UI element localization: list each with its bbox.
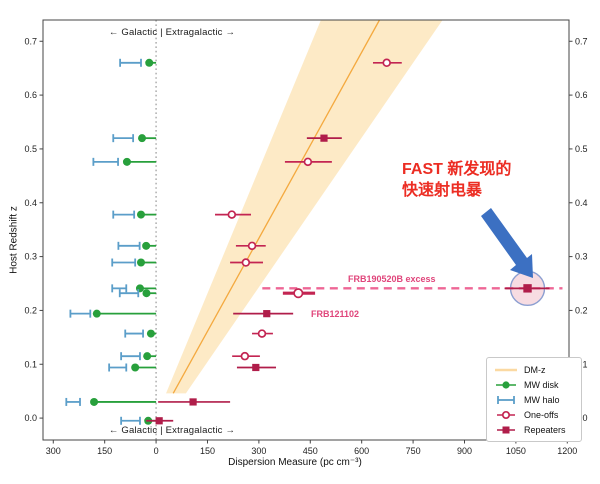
one-off-point [247, 241, 257, 251]
mw-disk-point [135, 284, 144, 293]
y-tick-label-right: 0.7 [575, 36, 588, 46]
frb-row [65, 397, 231, 406]
frb-row [108, 363, 277, 372]
frb-row [112, 134, 342, 143]
mw-disk-point [131, 363, 140, 372]
repeater-point [320, 134, 328, 142]
frb-row [124, 329, 273, 338]
repeater-square-icon [497, 426, 515, 433]
x-tick-label: 750 [406, 446, 421, 456]
x-tick-label: 1200 [557, 446, 577, 456]
repeater-point [155, 417, 163, 425]
y-tick-label: 0.0 [24, 413, 37, 423]
x-tick-label: 900 [457, 446, 472, 456]
fast-annotation-line2: 快速射电暴 [402, 182, 483, 199]
frb-row [111, 258, 263, 267]
dmz-line-icon [495, 368, 517, 371]
repeater-point [252, 363, 260, 372]
y-tick-label: 0.5 [24, 144, 37, 154]
frb121102-label: FRB121102 [310, 308, 359, 319]
mw-disk-point [142, 289, 151, 298]
y-tick-label: 0.7 [24, 36, 37, 46]
mw-disk-point [122, 157, 131, 166]
mw-disk-point [137, 210, 146, 219]
legend-label: DM-z [524, 364, 546, 375]
mw-disk-point [146, 329, 155, 338]
legend-label: One-offs [524, 409, 559, 420]
one-off-point [257, 329, 267, 338]
y-tick-label-right: 0.3 [575, 252, 588, 262]
x-tick-label: 450 [303, 446, 318, 456]
repeater-point [523, 284, 532, 293]
x-tick-label: 300 [251, 446, 266, 456]
mw-disk-point [138, 134, 147, 143]
mw-disk-dot-icon [496, 380, 516, 389]
y-tick-label: 0.4 [24, 198, 37, 208]
x-tick-label: 300 [46, 446, 61, 456]
frb-row [119, 58, 402, 68]
x-tick-label: 600 [354, 446, 369, 456]
legend-item-mw-halo: MW halo [493, 393, 573, 406]
frb-row [120, 416, 174, 425]
one-off-point [293, 288, 304, 299]
y-axis-label: Host Redshift z [8, 206, 20, 274]
legend-item-mw-disk: MW disk [493, 378, 573, 391]
y-tick-label-right: 0.2 [575, 305, 588, 315]
legend-item-one-offs: One-offs [493, 408, 573, 421]
x-tick-label: 1050 [506, 446, 526, 456]
one-off-point [303, 157, 313, 167]
mw-disk-point [137, 258, 146, 267]
legend-item-dmz: DM-z [493, 363, 573, 376]
y-tick-label-right: 0.6 [575, 90, 588, 100]
frb-row [92, 157, 332, 167]
mw-disk-point [142, 241, 151, 250]
legend-label: MW disk [524, 379, 559, 390]
mw-disk-point [90, 397, 99, 406]
legend-item-repeaters: Repeaters [493, 423, 573, 436]
frb-row [112, 210, 252, 219]
one-off-point [240, 351, 250, 361]
y-tick-label: 0.1 [24, 359, 37, 369]
x-tick-label: 150 [97, 446, 112, 456]
x-tick-label: 150 [200, 446, 215, 456]
frb-row [117, 241, 266, 251]
mw-disk-point [143, 352, 152, 361]
repeater-point [189, 398, 197, 406]
frb-data-points [65, 58, 550, 425]
x-tick-label: 0 [154, 446, 159, 456]
one-off-circle-icon [497, 410, 515, 419]
dmz-uncertainty-band [166, 20, 443, 394]
one-off-point [382, 58, 391, 68]
x-axis-label: Dispersion Measure (pc cm⁻³) [228, 457, 362, 468]
legend-label: Repeaters [524, 424, 566, 435]
y-tick-label: 0.3 [24, 252, 37, 262]
one-off-point [241, 258, 251, 267]
y-tick-label-right: 0.5 [575, 144, 588, 154]
fast-annotation-line1: FAST 新发现的 [402, 161, 512, 178]
galactic-extragalactic-note-bottom: ← Galactic | Extragalactic → [108, 425, 236, 436]
axes-spines [42, 19, 570, 441]
fast-discovery-annotation: FAST 新发现的 快速射电暴 [402, 159, 511, 201]
y-tick-label-right: 0.4 [575, 198, 588, 208]
frb-row [69, 309, 294, 318]
repeater-point [263, 310, 271, 318]
legend: DM-z MW disk MW halo One-offs [486, 357, 582, 442]
mw-disk-point [145, 58, 154, 67]
galactic-extragalactic-note-top: ← Galactic | Extragalactic → [108, 27, 236, 38]
frb190520b-excess-label: FRB190520B excess [347, 274, 436, 285]
mw-disk-point [92, 309, 101, 318]
mw-halo-errorbar-icon [497, 395, 515, 404]
y-tick-label: 0.2 [24, 305, 37, 315]
legend-label: MW halo [524, 394, 560, 405]
y-tick-label: 0.6 [24, 90, 37, 100]
dmz-relation-line [172, 19, 381, 394]
one-off-point [227, 210, 237, 219]
frb-row [118, 288, 316, 299]
frb-row [120, 351, 260, 361]
